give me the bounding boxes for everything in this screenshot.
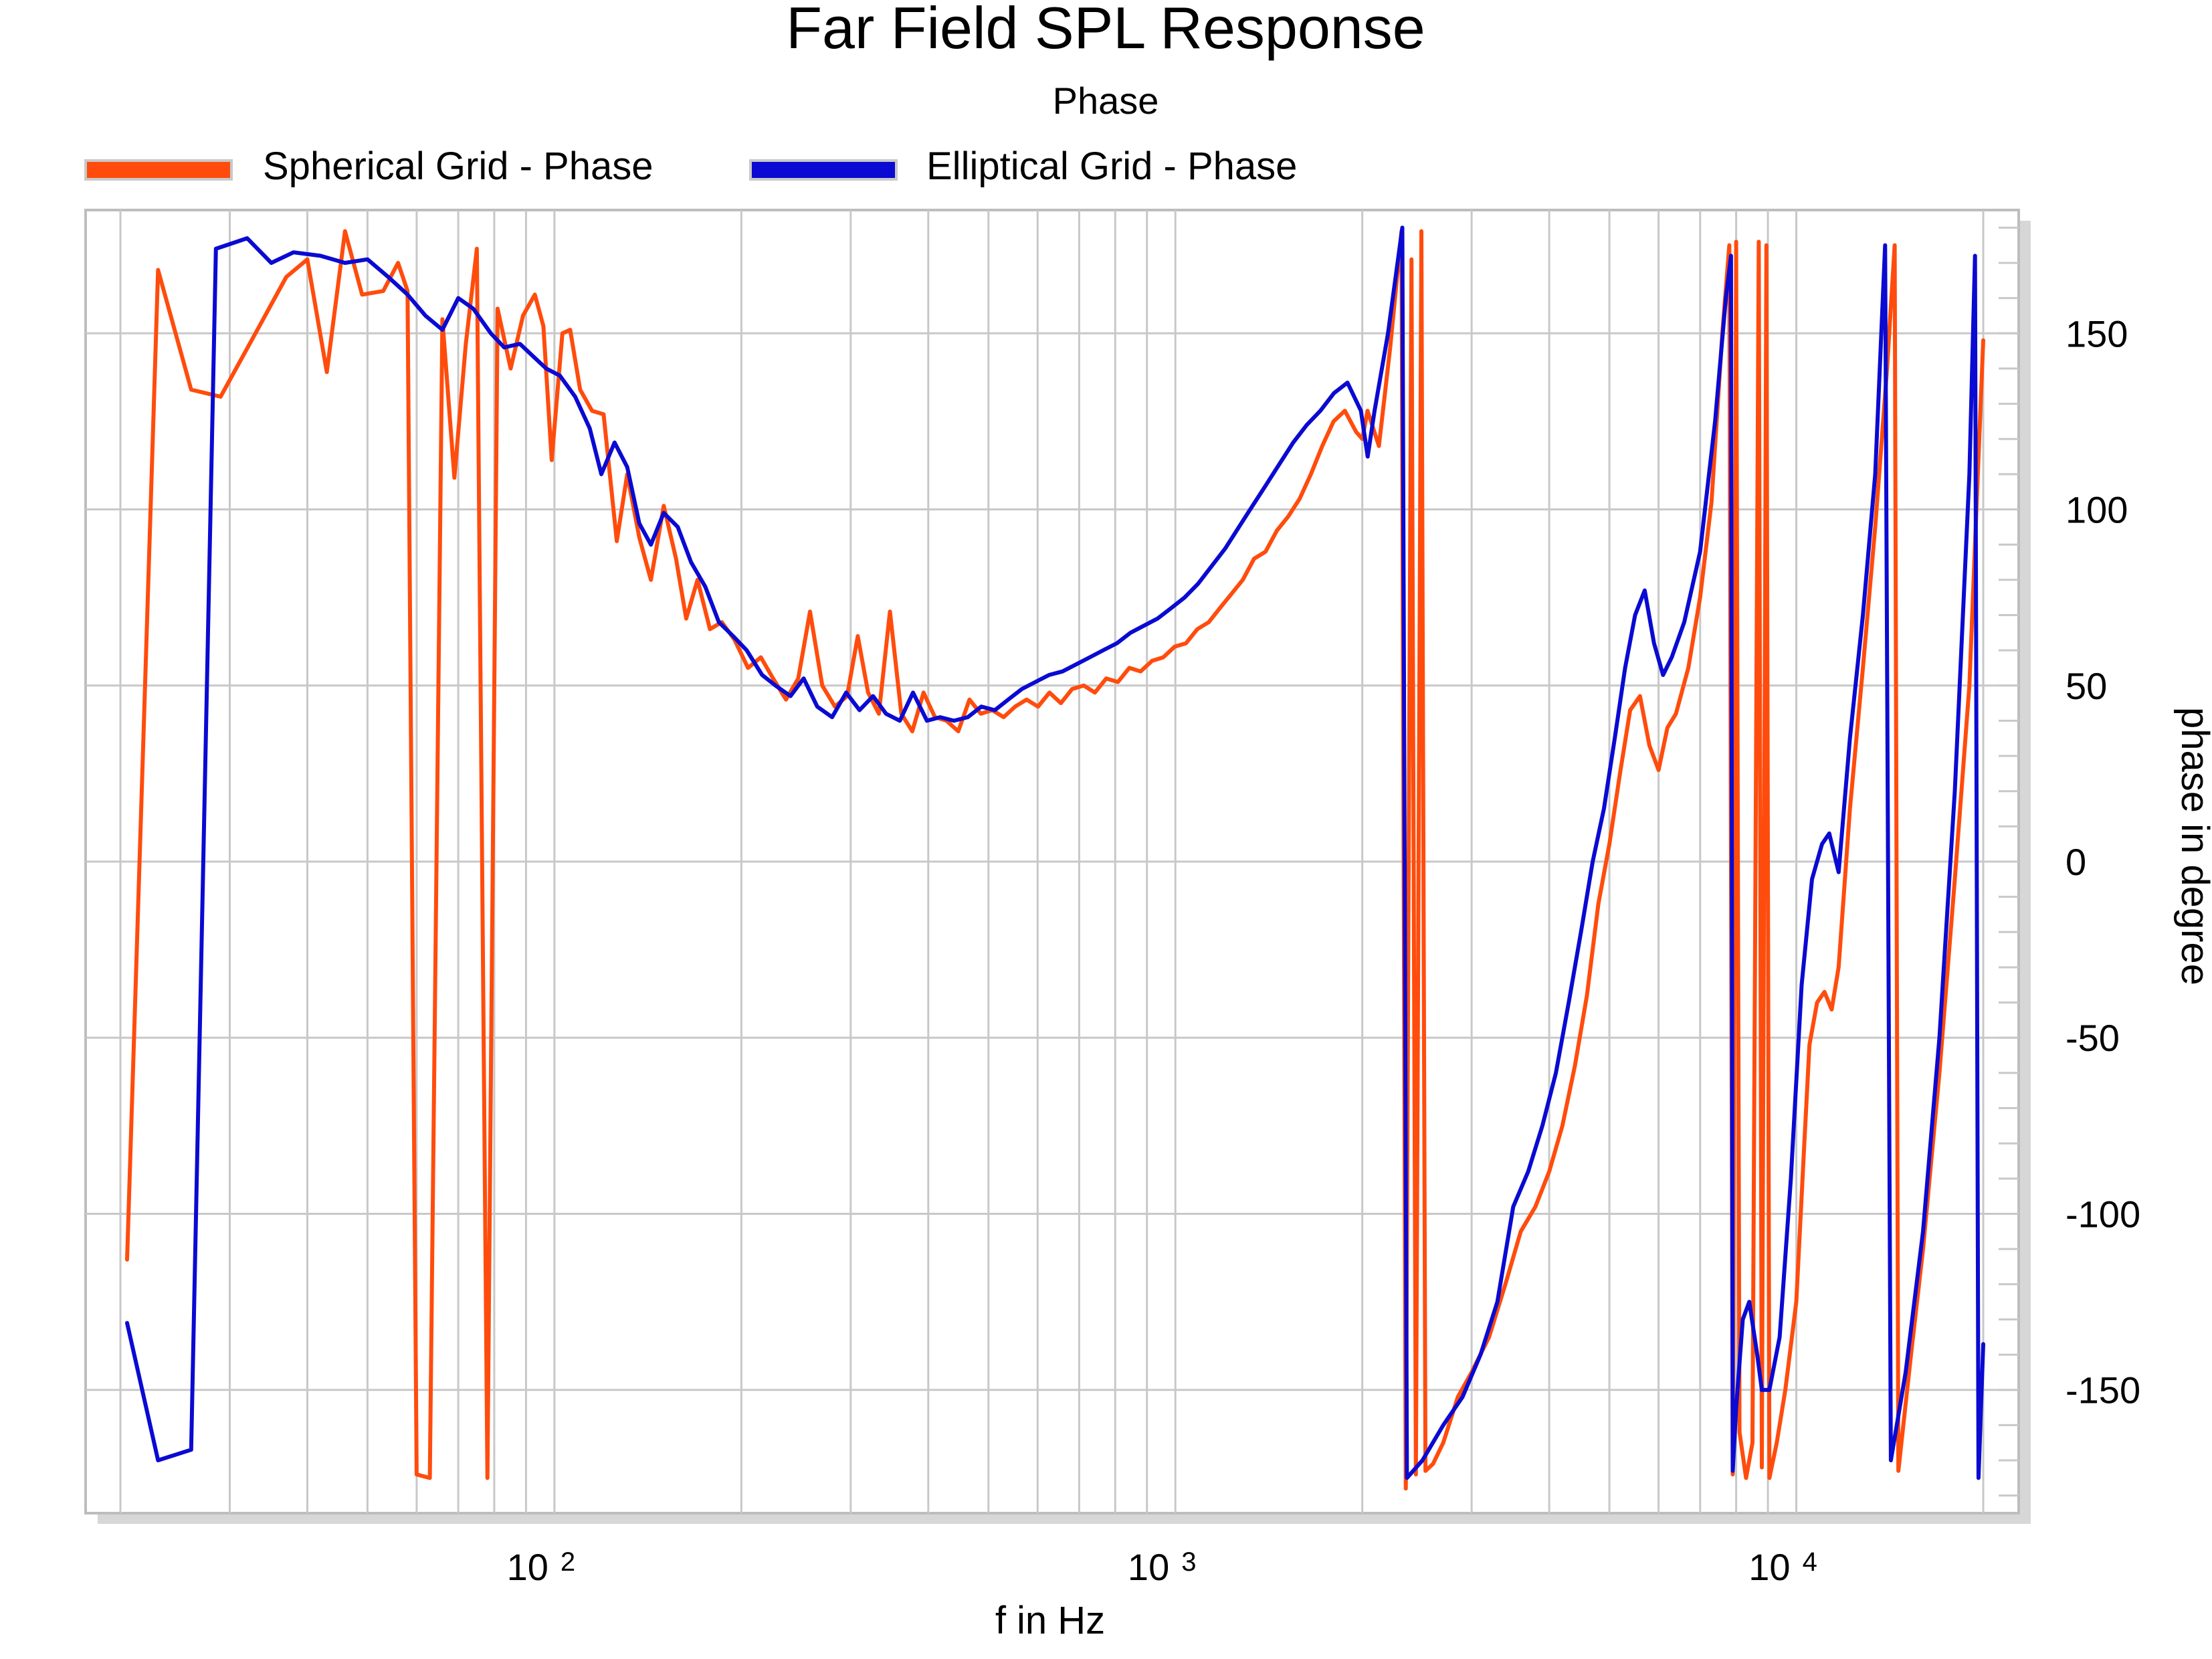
series-group [125,225,1985,1491]
y-tick-label: -50 [2066,1017,2120,1059]
legend-swatch-spherical [84,159,233,181]
y-tick-label: 0 [2066,841,2086,883]
series-line-elliptical [125,225,1985,1480]
chart-subtitle: Phase [1053,80,1159,122]
y-tick-label: 50 [2066,665,2107,707]
x-tick-label: 10 4 [1748,1546,1817,1588]
y-tick-label: 100 [2066,489,2128,531]
legend-label-spherical: Spherical Grid - Phase [263,144,653,188]
legend-label-elliptical: Elliptical Grid - Phase [926,144,1297,188]
legend: Spherical Grid - Phase Elliptical Grid -… [84,144,1297,188]
x-tick-label: 10 3 [1128,1546,1197,1588]
x-tick-labels: 10 2 10 3 10 4 [507,1546,1817,1588]
y-tick-label: -150 [2066,1369,2140,1411]
y-tick-label: 150 [2066,312,2128,355]
y-minor-ticks [1999,226,2019,1497]
series-line-spherical [125,229,1985,1491]
x-tick-label: 10 2 [507,1546,576,1588]
x-axis-label: f in Hz [995,1599,1105,1642]
y-tick-label: -100 [2066,1193,2140,1235]
y-axis-label: phase in degree [2173,707,2212,985]
legend-swatch-elliptical [749,159,898,181]
chart-title: Far Field SPL Response [786,0,1425,61]
y-tick-labels: 150 100 50 0 -50 -100 -150 [2066,312,2140,1411]
